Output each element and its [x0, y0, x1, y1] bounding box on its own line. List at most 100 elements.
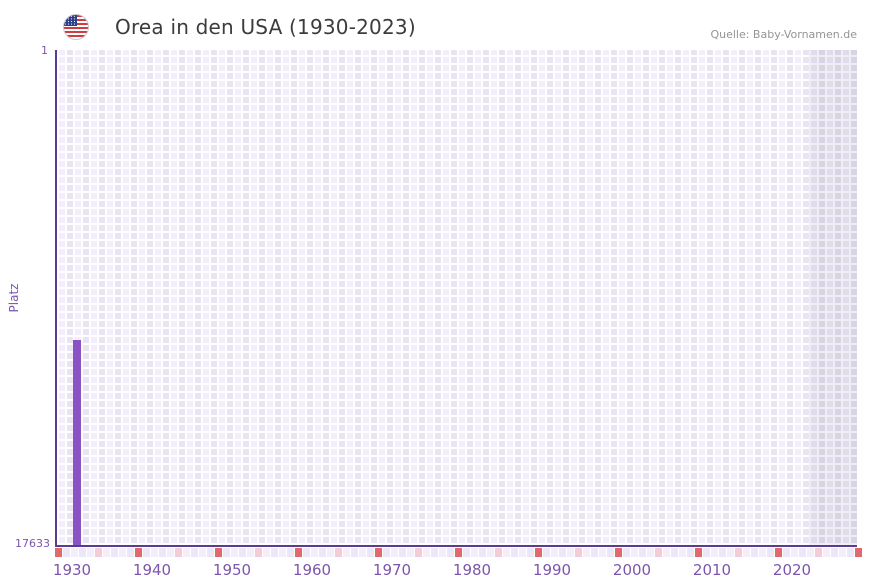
strip-cell-1952 [231, 548, 238, 557]
y-tick-bottom: 17633 [15, 537, 50, 550]
strip-cell-2014 [727, 548, 734, 557]
strip-cell-1966 [343, 548, 350, 557]
y-axis-line [55, 50, 57, 547]
strip-cell-1942 [151, 548, 158, 557]
strip-cell-1939 [127, 548, 134, 557]
strip-cell-1932 [71, 548, 78, 557]
strip-cell-2002 [631, 548, 638, 557]
strip-cell-1988 [519, 548, 526, 557]
strip-cell-1953 [239, 548, 246, 557]
strip-cell-2024 [807, 548, 814, 557]
strip-cell-1978 [439, 548, 446, 557]
plot-grid [57, 50, 857, 545]
strip-cell-1962 [311, 548, 318, 557]
strip-cell-1961 [303, 548, 310, 557]
strip-cell-2030 [855, 548, 862, 557]
strip-cell-1991 [543, 548, 550, 557]
strip-cell-1931 [63, 548, 70, 557]
strip-cell-1968 [359, 548, 366, 557]
strip-cell-1998 [599, 548, 606, 557]
strip-cell-1987 [511, 548, 518, 557]
strip-cell-1989 [527, 548, 534, 557]
x-tick-label-1940: 1940 [132, 561, 172, 579]
y-axis-title: Platz [7, 283, 21, 313]
strip-cell-1993 [559, 548, 566, 557]
strip-cell-1933 [79, 548, 86, 557]
strip-cell-2026 [823, 548, 830, 557]
strip-cell-1981 [463, 548, 470, 557]
strip-cell-1969 [367, 548, 374, 557]
strip-cell-2016 [743, 548, 750, 557]
strip-cell-2028 [839, 548, 846, 557]
strip-cell-2009 [687, 548, 694, 557]
strip-cell-1935 [95, 548, 102, 557]
x-tick-label-2000: 2000 [612, 561, 652, 579]
strip-cell-2001 [623, 548, 630, 557]
strip-cell-1971 [383, 548, 390, 557]
strip-cell-2013 [719, 548, 726, 557]
strip-cell-2011 [703, 548, 710, 557]
strip-cell-1941 [143, 548, 150, 557]
strip-cell-1975 [415, 548, 422, 557]
x-tick-label-1930: 1930 [52, 561, 92, 579]
strip-cell-1986 [503, 548, 510, 557]
strip-cell-2006 [663, 548, 670, 557]
us-flag-icon [63, 14, 89, 40]
strip-cell-2008 [679, 548, 686, 557]
strip-cell-2020 [775, 548, 782, 557]
strip-cell-1990 [535, 548, 542, 557]
strip-cell-2025 [815, 548, 822, 557]
strip-cell-1937 [111, 548, 118, 557]
strip-cell-1944 [167, 548, 174, 557]
x-axis-line [55, 545, 857, 547]
strip-cell-1983 [479, 548, 486, 557]
chart-title: Orea in den USA (1930-2023) [115, 15, 416, 39]
strip-cell-1977 [431, 548, 438, 557]
strip-cell-2012 [711, 548, 718, 557]
strip-cell-2003 [639, 548, 646, 557]
x-tick-label-2020: 2020 [772, 561, 812, 579]
x-tick-label-1970: 1970 [372, 561, 412, 579]
strip-cell-2029 [847, 548, 854, 557]
strip-cell-1992 [551, 548, 558, 557]
strip-cell-1973 [399, 548, 406, 557]
strip-cell-1930 [55, 548, 62, 557]
strip-cell-1940 [135, 548, 142, 557]
strip-cell-1979 [447, 548, 454, 557]
strip-cell-1974 [407, 548, 414, 557]
strip-cell-1985 [495, 548, 502, 557]
us-flag-canton [64, 15, 77, 26]
strip-cell-1955 [255, 548, 262, 557]
strip-cell-2023 [799, 548, 806, 557]
future-years-band [809, 50, 857, 545]
strip-cell-1976 [423, 548, 430, 557]
strip-cell-1965 [335, 548, 342, 557]
strip-cell-1997 [591, 548, 598, 557]
strip-cell-1947 [191, 548, 198, 557]
strip-cell-2007 [671, 548, 678, 557]
strip-cell-1951 [223, 548, 230, 557]
strip-cell-1982 [471, 548, 478, 557]
strip-cell-1934 [87, 548, 94, 557]
strip-cell-2017 [751, 548, 758, 557]
strip-cell-1954 [247, 548, 254, 557]
strip-cell-2010 [695, 548, 702, 557]
strip-cell-2019 [767, 548, 774, 557]
strip-cell-1970 [375, 548, 382, 557]
strip-cell-2004 [647, 548, 654, 557]
strip-cell-2000 [615, 548, 622, 557]
strip-cell-1950 [215, 548, 222, 557]
strip-cell-1938 [119, 548, 126, 557]
strip-cell-2005 [655, 548, 662, 557]
strip-cell-1967 [351, 548, 358, 557]
x-tick-label-1980: 1980 [452, 561, 492, 579]
strip-cell-1948 [199, 548, 206, 557]
strip-cell-1963 [319, 548, 326, 557]
x-tick-label-1960: 1960 [292, 561, 332, 579]
strip-cell-1958 [279, 548, 286, 557]
strip-cell-1946 [183, 548, 190, 557]
strip-cell-1959 [287, 548, 294, 557]
rank-bar-1932[interactable] [73, 339, 81, 545]
strip-cell-1984 [487, 548, 494, 557]
